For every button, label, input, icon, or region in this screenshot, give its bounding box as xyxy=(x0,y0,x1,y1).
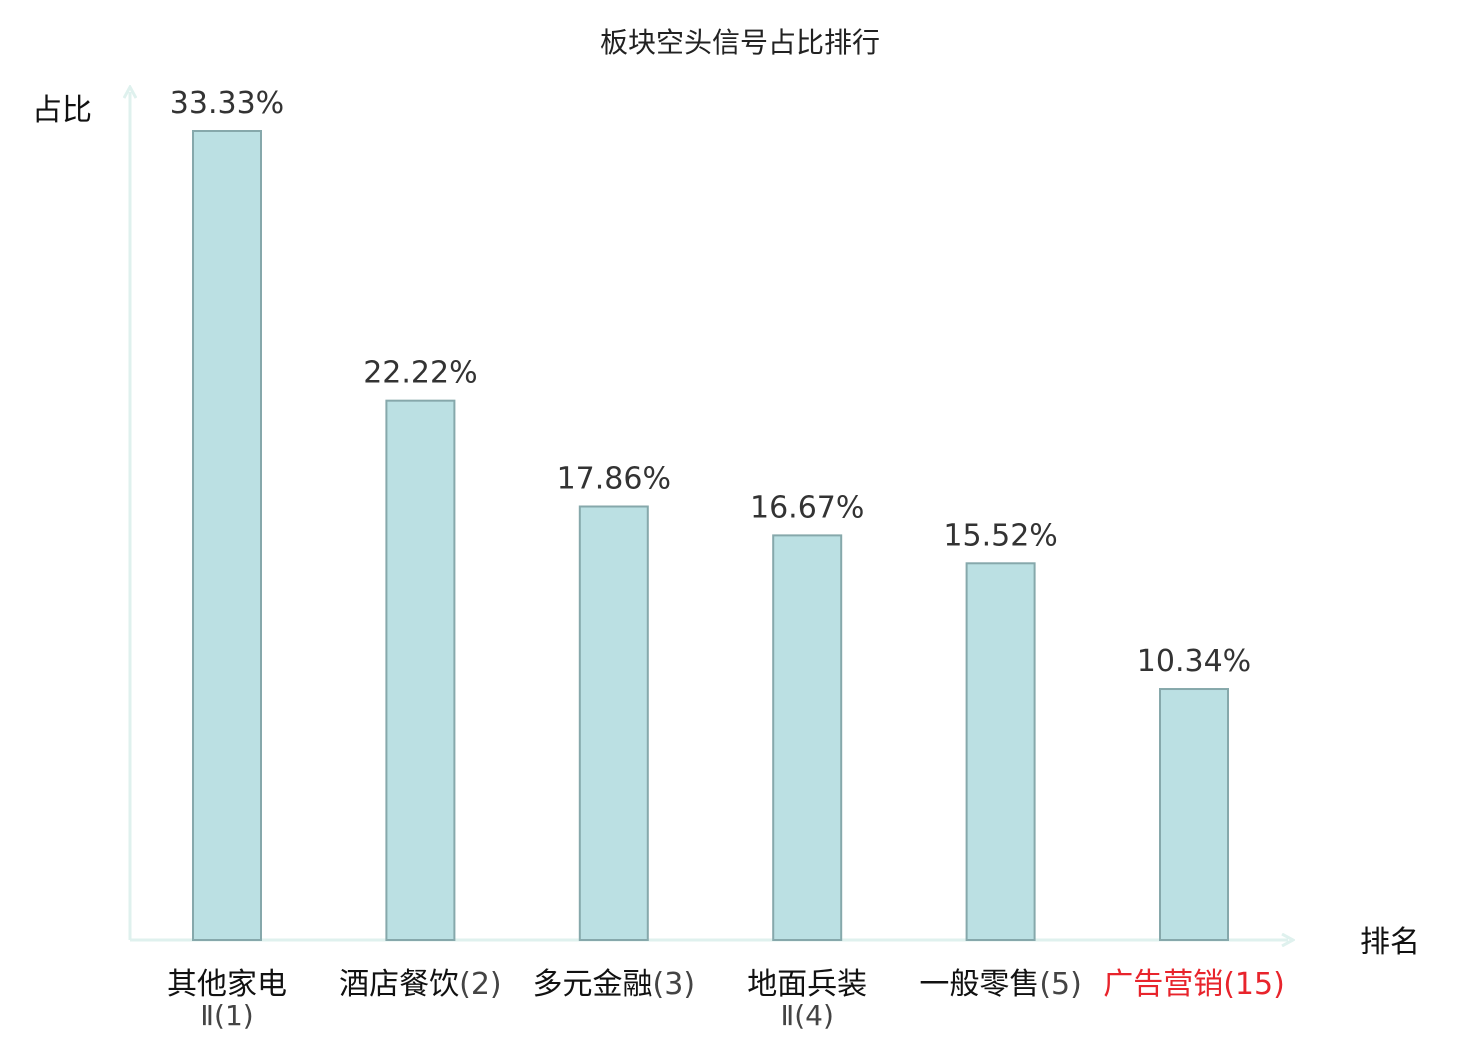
category-rank: (3) xyxy=(653,967,696,1002)
bar-value-label: 17.86% xyxy=(557,461,671,496)
category-label: 一般零售(5) xyxy=(919,967,1082,1002)
bars xyxy=(192,130,1229,942)
value-labels: 33.33% 22.22% 17.86% 16.67% 15.52% 10.34% xyxy=(170,86,1251,679)
category-name: 酒店餐饮 xyxy=(339,967,459,1002)
y-axis-label: 占比 xyxy=(32,93,92,128)
bar xyxy=(578,505,649,941)
chart-title: 板块空头信号占比排行 xyxy=(600,26,880,59)
category-name: 一般零售 xyxy=(919,967,1039,1002)
category-name: 多元金融 xyxy=(533,967,653,1002)
bar xyxy=(965,562,1036,941)
category-subline: Ⅱ(4) xyxy=(780,999,833,1032)
bar-value-label: 10.34% xyxy=(1137,644,1251,679)
bar xyxy=(192,130,262,941)
category-name: 地面兵装 xyxy=(747,967,867,1002)
category-label: 酒店餐饮(2) xyxy=(339,967,502,1002)
category-rank: (2) xyxy=(459,967,502,1002)
bar-value-label: 15.52% xyxy=(943,518,1057,553)
bar xyxy=(772,534,843,942)
bar xyxy=(1159,688,1229,942)
category-label: 多元金融(3) xyxy=(533,967,696,1002)
category-subline: Ⅱ(1) xyxy=(200,999,253,1032)
x-axis-label: 排名 xyxy=(1360,925,1420,960)
category-name: 其他家电 xyxy=(167,967,287,1002)
category-rank: (5) xyxy=(1039,967,1082,1002)
bar xyxy=(385,399,456,941)
bar-value-label: 33.33% xyxy=(170,86,284,121)
category-rank: (15) xyxy=(1223,967,1285,1002)
bar-value-label: 16.67% xyxy=(750,490,864,525)
category-name: 广告营销 xyxy=(1103,967,1223,1002)
category-label: 地面兵装 xyxy=(747,967,867,1002)
category-label: 其他家电 xyxy=(167,967,287,1002)
category-label: 广告营销(15) xyxy=(1103,967,1285,1002)
bar-value-label: 22.22% xyxy=(363,356,477,391)
